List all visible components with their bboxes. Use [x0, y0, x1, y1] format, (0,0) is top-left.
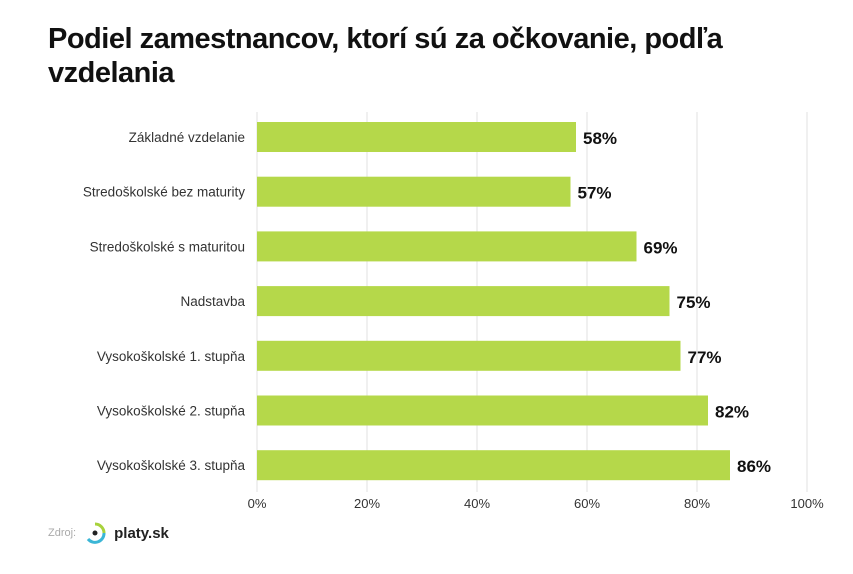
data-label: 75% [677, 293, 711, 312]
data-label: 58% [583, 129, 617, 148]
source-label: Zdroj: [48, 527, 77, 539]
data-label: 86% [737, 457, 771, 476]
category-label: Vysokoškolské 2. stupňa [97, 404, 246, 419]
bar [257, 395, 708, 426]
x-tick-label: 60% [574, 496, 600, 511]
bar [257, 122, 576, 152]
category-label: Vysokoškolské 1. stupňa [97, 349, 246, 364]
category-label: Základné vzdelanie [129, 130, 245, 145]
bar [257, 450, 730, 481]
bar [257, 231, 637, 262]
source: Zdroj: platy.sk [48, 522, 169, 544]
chart-title: Podiel zamestnancov, ktorí sú za očkovan… [48, 23, 723, 89]
data-label: 82% [715, 403, 749, 422]
source-brand: platy.sk [114, 524, 169, 542]
category-label: Stredoškolské bez maturity [83, 185, 245, 200]
x-tick-label: 80% [684, 496, 710, 511]
category-label: Stredoškolské s maturitou [90, 239, 245, 254]
platy-logo-icon [86, 522, 106, 544]
x-tick-label: 20% [354, 496, 380, 511]
category-label: Vysokoškolské 3. stupňa [97, 458, 246, 473]
x-tick-label: 40% [464, 496, 490, 511]
bar [257, 340, 681, 371]
data-label: 77% [688, 348, 722, 367]
data-label: 69% [644, 238, 678, 257]
data-label: 57% [578, 184, 612, 203]
x-tick-label: 100% [790, 496, 824, 511]
bar [257, 286, 670, 317]
bar [257, 176, 571, 207]
category-label: Nadstavba [180, 294, 245, 309]
x-tick-label: 0% [248, 496, 267, 511]
